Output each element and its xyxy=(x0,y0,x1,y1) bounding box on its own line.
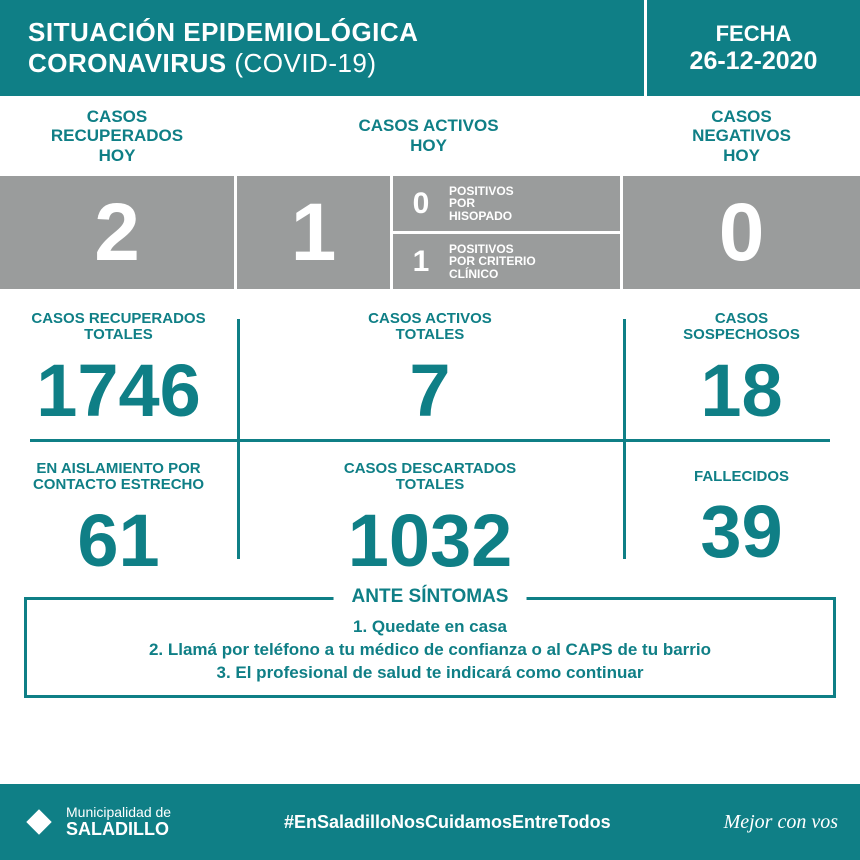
positive-swab-row: 0 POSITIVOS POR HISOPADO xyxy=(393,176,620,234)
lbl: CASOS ACTIVOS xyxy=(358,116,498,136)
title-line1: SITUACIÓN EPIDEMIOLÓGICA xyxy=(28,17,644,48)
muni-logo: Municipalidad de SALADILLO xyxy=(22,805,171,839)
t: SOSPECHOSOS xyxy=(683,326,800,343)
positive-swab-txt: POSITIVOS POR HISOPADO xyxy=(449,185,520,223)
deaths-cell: FALLECIDOS 39 xyxy=(623,439,860,589)
deaths-value: 39 xyxy=(700,495,782,569)
lbl: CASOS ACTIVOS TOTALES xyxy=(368,311,492,344)
positive-clinical-row: 1 POSITIVOS POR CRITERIO CLÍNICO xyxy=(393,234,620,289)
t: CASOS ACTIVOS xyxy=(368,310,492,327)
lbl: FALLECIDOS xyxy=(694,469,789,486)
totals-grid: CASOS RECUPERADOS TOTALES 1746 EN AISLAM… xyxy=(0,289,860,589)
t: EN AISLAMIENTO POR xyxy=(36,460,200,477)
active-today-label: CASOS ACTIVOS HOY xyxy=(237,99,620,173)
footer-hashtag: #EnSaladilloNosCuidamosEntreTodos xyxy=(189,812,706,833)
recovered-today-label: CASOS RECUPERADOS HOY xyxy=(0,99,234,173)
isolation-cell: EN AISLAMIENTO POR CONTACTO ESTRECHO 61 xyxy=(0,439,237,589)
lbl: NEGATIVOS xyxy=(692,126,791,146)
lbl: CASOS xyxy=(711,107,771,127)
lbl: HOY xyxy=(410,136,447,156)
symptoms-line3: 3. El profesional de salud te indicará c… xyxy=(37,662,823,685)
date-value: 26-12-2020 xyxy=(690,47,818,76)
lbl: RECUPERADOS xyxy=(51,126,183,146)
lbl: CASOS DESCARTADOS TOTALES xyxy=(344,461,516,494)
title-line2b: (COVID-19) xyxy=(234,48,376,78)
symptoms-line2: 2. Llamá por teléfono a tu médico de con… xyxy=(37,639,823,662)
lbl: EN AISLAMIENTO POR CONTACTO ESTRECHO xyxy=(33,461,204,494)
active-today-subcol: 0 POSITIVOS POR HISOPADO 1 POSITIVOS POR… xyxy=(393,176,620,289)
suspicious-cell: CASOS SOSPECHOSOS 18 xyxy=(623,289,860,439)
recovered-total-value: 1746 xyxy=(36,354,201,428)
t: TOTALES xyxy=(84,326,153,343)
t: TOTALES xyxy=(396,476,465,493)
t: CLÍNICO xyxy=(449,267,498,281)
date-label: FECHA xyxy=(716,21,792,47)
t: CASOS RECUPERADOS xyxy=(31,310,205,327)
active-today-col: CASOS ACTIVOS HOY 1 0 POSITIVOS POR HISO… xyxy=(237,99,623,289)
isolation-value: 61 xyxy=(77,504,159,578)
t: CONTACTO ESTRECHO xyxy=(33,476,204,493)
t: TOTALES xyxy=(396,326,465,343)
lbl: CASOS RECUPERADOS TOTALES xyxy=(31,311,205,344)
muni-l1: Municipalidad de xyxy=(66,805,171,820)
title-line2: CORONAVIRUS (COVID-19) xyxy=(28,48,644,79)
separator xyxy=(30,439,830,442)
symptoms-box: ANTE SÍNTOMAS 1. Quedate en casa 2. Llam… xyxy=(24,597,836,698)
poster: SITUACIÓN EPIDEMIOLÓGICA CORONAVIRUS (CO… xyxy=(0,0,860,860)
positive-clinical-num: 1 xyxy=(393,245,449,279)
positive-clinical-txt: POSITIVOS POR CRITERIO CLÍNICO xyxy=(449,243,542,281)
recovered-total-cell: CASOS RECUPERADOS TOTALES 1746 xyxy=(0,289,237,439)
suspicious-value: 18 xyxy=(700,354,782,428)
t: HISOPADO xyxy=(449,209,512,223)
diamond-icon xyxy=(22,805,56,839)
lbl: CASOS xyxy=(87,107,147,127)
negative-today-col: CASOS NEGATIVOS HOY 0 xyxy=(623,99,860,289)
positive-swab-num: 0 xyxy=(393,187,449,221)
active-total-value: 7 xyxy=(409,354,450,428)
header-title: SITUACIÓN EPIDEMIOLÓGICA CORONAVIRUS (CO… xyxy=(0,0,644,96)
active-today-value: 1 xyxy=(237,176,393,289)
lbl: HOY xyxy=(723,146,760,166)
muni-text: Municipalidad de SALADILLO xyxy=(66,805,171,839)
muni-l2: SALADILLO xyxy=(66,820,171,839)
negative-today-label: CASOS NEGATIVOS HOY xyxy=(623,99,860,173)
totals-section: # Quedate enCasa # Quedate enCasa # Qued… xyxy=(0,289,860,774)
t: FALLECIDOS xyxy=(694,468,789,485)
footer-slogan: Mejor con vos xyxy=(724,811,838,834)
title-line2a: CORONAVIRUS xyxy=(28,48,234,78)
active-total-cell: CASOS ACTIVOS TOTALES 7 xyxy=(237,289,623,439)
symptoms-line1: 1. Quedate en casa xyxy=(37,616,823,639)
header-date: FECHA 26-12-2020 xyxy=(644,0,860,96)
header: SITUACIÓN EPIDEMIOLÓGICA CORONAVIRUS (CO… xyxy=(0,0,860,96)
negative-today-value: 0 xyxy=(623,173,860,289)
t: CASOS xyxy=(715,310,768,327)
lbl: HOY xyxy=(99,146,136,166)
discarded-total-value: 1032 xyxy=(348,504,513,578)
symptoms-title: ANTE SÍNTOMAS xyxy=(334,586,527,608)
discarded-total-cell: CASOS DESCARTADOS TOTALES 1032 xyxy=(237,439,623,589)
active-today-split: 1 0 POSITIVOS POR HISOPADO 1 POSITIVOS xyxy=(237,173,620,289)
lbl: CASOS SOSPECHOSOS xyxy=(683,311,800,344)
t: CASOS DESCARTADOS xyxy=(344,460,516,477)
today-row: CASOS RECUPERADOS HOY 2 CASOS ACTIVOS HO… xyxy=(0,96,860,289)
recovered-today-value: 2 xyxy=(0,173,234,289)
footer: Municipalidad de SALADILLO #EnSaladilloN… xyxy=(0,784,860,860)
recovered-today-col: CASOS RECUPERADOS HOY 2 xyxy=(0,99,237,289)
